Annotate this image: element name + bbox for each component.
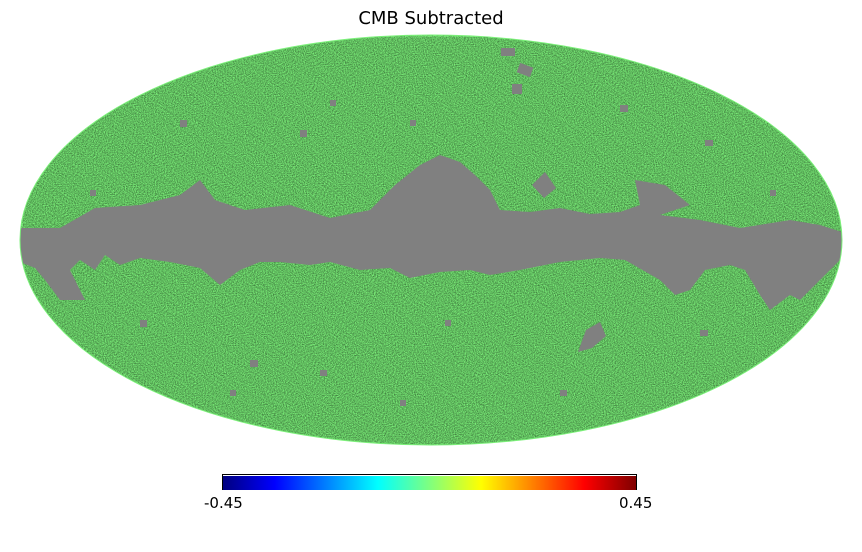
map-title: CMB Subtracted [358,8,504,29]
map-outline [19,34,843,446]
point-source-masks [90,48,776,406]
sky-field [20,35,842,445]
colorbar-max-label: 0.45 [619,494,653,512]
galactic-plane-mask [20,155,842,310]
colorbar-gradient [223,476,636,490]
colorbar [222,474,637,490]
colorbar-min-label: -0.45 [204,494,243,512]
